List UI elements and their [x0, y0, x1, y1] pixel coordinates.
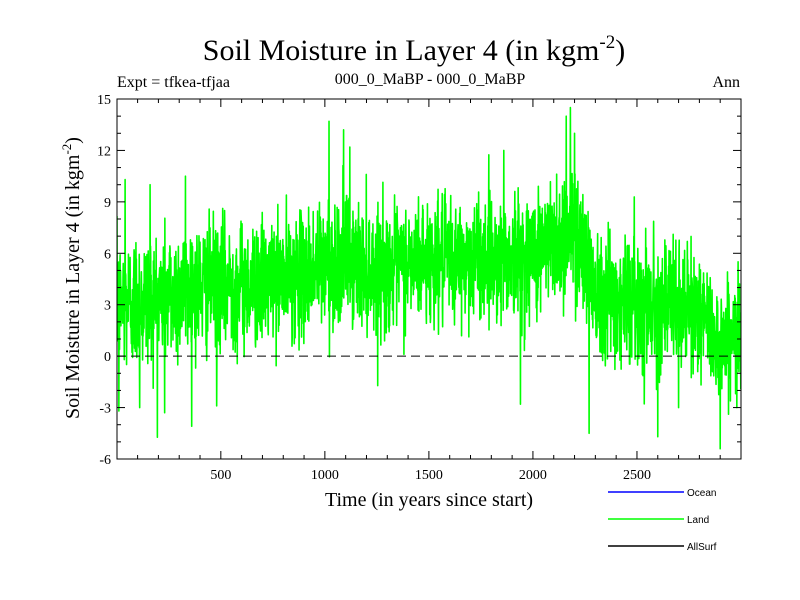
chart-subtitle: 000_0_MaBP - 000_0_MaBP	[335, 71, 526, 88]
legend-label-ocean: Ocean	[687, 488, 716, 499]
y-tick-label: 3	[104, 299, 111, 314]
series-line-land	[117, 106, 741, 450]
season-label: Ann	[712, 74, 740, 91]
x-tick-label: 1000	[311, 468, 339, 483]
legend-label-allsurf: AllSurf	[687, 542, 717, 553]
x-axis-label: Time (in years since start)	[325, 489, 533, 511]
legend-label-land: Land	[687, 515, 709, 526]
y-tick-label: 9	[104, 196, 111, 211]
ticks-layer: -6 -3 0 3 6 9 12 15 500 1000 1500 2000 2500	[97, 93, 741, 483]
x-tick-label: 1500	[415, 468, 443, 483]
legend: Ocean Land AllSurf	[608, 488, 717, 553]
chart-title-main: Soil Moisture in Layer 4 (in kgm	[203, 34, 600, 67]
chart-title-superscript: -2	[599, 32, 615, 53]
x-tick-label: 2500	[623, 468, 651, 483]
y-axis-label: Soil Moisture in Layer 4 (in kgm-2)	[59, 137, 84, 419]
series-layer	[117, 106, 741, 450]
y-axis-label-main: Soil Moisture in Layer 4 (in kgm	[62, 154, 84, 419]
y-axis-label-suffix: )	[62, 137, 84, 144]
y-tick-label: -3	[99, 402, 111, 417]
y-tick-label: 15	[97, 93, 111, 108]
x-tick-label: 500	[210, 468, 231, 483]
y-tick-label: 12	[97, 144, 111, 159]
x-tick-label: 2000	[519, 468, 547, 483]
y-tick-label: 0	[104, 350, 111, 365]
chart-title-suffix: )	[615, 34, 625, 67]
chart-title: Soil Moisture in Layer 4 (in kgm-2)	[203, 32, 625, 67]
experiment-label: Expt = tfkea-tfjaa	[117, 74, 230, 91]
y-tick-label: -6	[99, 453, 111, 468]
y-tick-label: 6	[104, 247, 111, 262]
y-axis-label-superscript: -2	[59, 144, 74, 155]
